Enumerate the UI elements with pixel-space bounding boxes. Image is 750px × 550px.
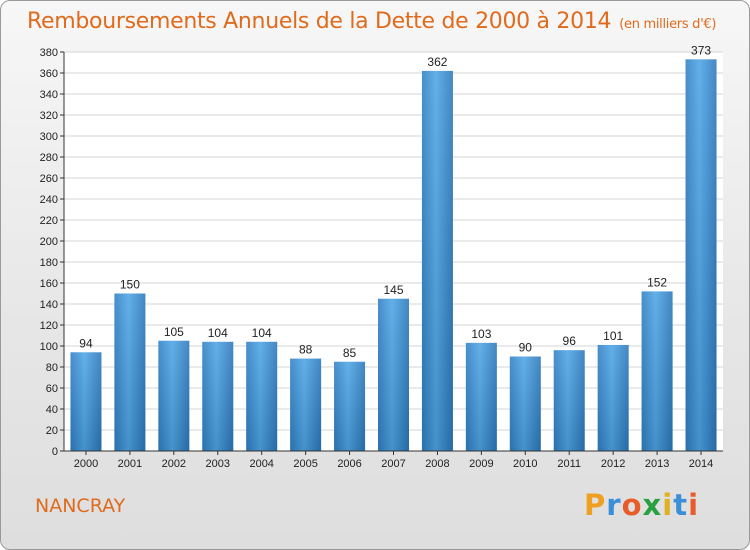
value-label-2013: 152 [647, 275, 667, 289]
y-tick-label: 160 [40, 278, 58, 290]
x-tick-label-2002: 2002 [162, 458, 186, 470]
y-tick-label: 180 [40, 257, 58, 269]
y-tick-label: 20 [46, 425, 58, 437]
x-tick-label-2011: 2011 [557, 458, 581, 470]
value-label-2005: 88 [299, 343, 313, 357]
x-tick-label-2013: 2013 [645, 458, 669, 470]
logo-letter: o [621, 488, 643, 522]
y-tick-label: 360 [40, 68, 58, 80]
title-text: Remboursements Annuels de la Dette de 20… [27, 9, 612, 34]
value-label-2008: 362 [427, 55, 447, 69]
bar-shade-2009 [465, 342, 497, 451]
x-tick-label-2007: 2007 [381, 458, 405, 470]
value-label-2007: 145 [383, 283, 403, 297]
y-tick-label: 320 [40, 110, 58, 122]
bar-shade-2006 [334, 361, 366, 451]
bar-shade-2012 [597, 344, 629, 451]
value-label-2004: 104 [252, 326, 272, 340]
bar-shade-2003 [202, 341, 234, 451]
value-label-2014: 373 [691, 43, 711, 57]
y-tick-label: 0 [52, 446, 58, 458]
logo-letter: i [688, 488, 700, 522]
y-tick-label: 80 [46, 362, 58, 374]
x-axis: 2000 2001 2002 2003 2004 2005 2006 2007 2008 2009… [64, 450, 723, 470]
x-tick-label-2001: 2001 [118, 458, 142, 470]
value-label-2002: 105 [164, 325, 184, 339]
chart-title: Remboursements Annuels de la Dette de 20… [27, 9, 716, 34]
value-label-2006: 85 [343, 346, 357, 360]
bar-shade-2001 [114, 293, 146, 451]
y-tick-label: 300 [40, 131, 58, 143]
y-tick-label: 340 [40, 89, 58, 101]
y-axis: 0 20 40 60 80 100 120 140 160 180 200 220 240 260 280 3… [40, 47, 65, 458]
bar-shade-2010 [509, 356, 541, 451]
bar-shade-2008 [421, 70, 453, 452]
y-tick-label: 240 [40, 194, 58, 206]
y-tick-label: 200 [40, 236, 58, 248]
x-tick-label-2005: 2005 [293, 458, 317, 470]
y-tick-label: 220 [40, 215, 58, 227]
proxiti-logo: Proxiti [584, 488, 699, 522]
bar-shade-2014 [685, 59, 717, 451]
bar-shade-2013 [641, 291, 673, 451]
bar-shade-2011 [553, 350, 585, 451]
x-tick-label-2014: 2014 [689, 458, 713, 470]
x-tick-label-2006: 2006 [337, 458, 361, 470]
y-tick-label: 120 [40, 320, 58, 332]
y-tick-label: 140 [40, 299, 58, 311]
y-tick-label: 260 [40, 173, 58, 185]
y-tick-label: 380 [40, 47, 58, 59]
value-label-2010: 90 [519, 341, 533, 355]
unit-label: (en milliers d'€) [619, 17, 717, 32]
x-tick-label-2012: 2012 [601, 458, 625, 470]
y-tick-label: 100 [40, 341, 58, 353]
x-tick-label-2009: 2009 [469, 458, 493, 470]
value-label-2011: 96 [563, 334, 577, 348]
logo-letter: i [662, 488, 674, 522]
x-tick-label-2010: 2010 [513, 458, 537, 470]
value-label-2003: 104 [208, 326, 228, 340]
bar-shade-2002 [158, 340, 190, 451]
logo-letter: r [606, 488, 622, 522]
logo-letter: t [673, 488, 689, 522]
commune-name: NANCRAY [35, 495, 126, 517]
bar-shade-2004 [246, 341, 278, 451]
x-tick-label-2003: 2003 [206, 458, 230, 470]
value-label-2009: 103 [471, 327, 491, 341]
bar-shade-2007 [378, 298, 409, 451]
logo-letter: x [642, 488, 663, 522]
bar-shade-2005 [290, 358, 322, 451]
value-label-2001: 150 [120, 278, 140, 292]
bars: 94 150 105 104 104 88 85 145 362 103 90 96 101 152 373 [70, 43, 717, 452]
x-tick-label-2004: 2004 [249, 458, 273, 470]
y-tick-label: 280 [40, 152, 58, 164]
y-tick-label: 40 [46, 404, 58, 416]
y-tick-label: 60 [46, 383, 58, 395]
logo-letter: P [584, 488, 607, 522]
x-tick-label-2000: 2000 [74, 458, 98, 470]
x-tick-label-2008: 2008 [425, 458, 449, 470]
bar-shade-2000 [70, 352, 102, 451]
value-label-2012: 101 [603, 329, 623, 343]
value-label-2000: 94 [79, 336, 93, 350]
